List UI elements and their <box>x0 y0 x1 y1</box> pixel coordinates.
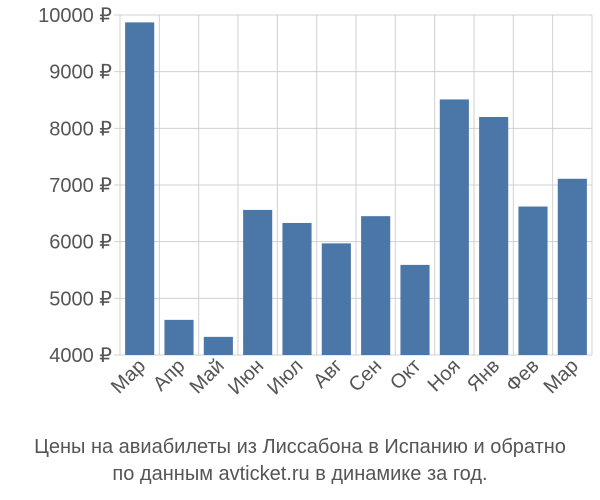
y-tick-label: 8000 ₽ <box>49 118 112 140</box>
y-tick-label: 5000 ₽ <box>49 288 112 310</box>
bar <box>282 222 312 355</box>
chart-caption-line-1: Цены на авиабилеты из Лиссабона в Испани… <box>34 436 566 458</box>
y-axis-ticks: 4000 ₽ 5000 ₽ 6000 ₽ 7000 ₽ 8000 ₽ 9000 ₽ 1000… <box>38 5 112 367</box>
x-tick-label: Авг <box>309 355 347 393</box>
bar <box>557 178 587 355</box>
y-tick-label: 9000 ₽ <box>49 62 112 84</box>
bar <box>518 206 548 355</box>
x-tick-label: Ноя <box>424 355 465 396</box>
chart-caption-line-2: по данным avticket.ru в динамике за год. <box>112 463 488 485</box>
x-tick-label: Янв <box>463 355 504 396</box>
x-tick-label: Апр <box>149 355 190 396</box>
y-tick-label: 7000 ₽ <box>49 175 112 197</box>
bar <box>164 319 194 355</box>
bar <box>361 216 391 355</box>
x-tick-label: Мар <box>107 355 150 398</box>
y-tick-label: 6000 ₽ <box>49 232 112 254</box>
x-tick-label: Сен <box>345 355 386 396</box>
x-tick-label: Фев <box>502 355 544 397</box>
x-tick-label: Май <box>186 355 229 398</box>
bar <box>321 243 351 355</box>
bar <box>203 336 233 355</box>
bar <box>439 99 469 355</box>
bar <box>479 117 509 355</box>
chart-bars <box>125 22 587 355</box>
x-tick-label: Окт <box>386 355 425 394</box>
chart-grid <box>114 14 593 356</box>
bar <box>400 264 430 355</box>
y-tick-label: 10000 ₽ <box>38 5 112 27</box>
bar <box>125 22 155 355</box>
x-tick-label: Мар <box>540 355 583 398</box>
x-tick-label: Июн <box>224 355 268 399</box>
bar <box>243 209 273 355</box>
y-tick-label: 4000 ₽ <box>49 345 112 367</box>
x-tick-label: Июл <box>263 355 307 399</box>
price-bar-chart: 4000 ₽ 5000 ₽ 6000 ₽ 7000 ₽ 8000 ₽ 9000 ₽ 1000… <box>38 5 593 399</box>
